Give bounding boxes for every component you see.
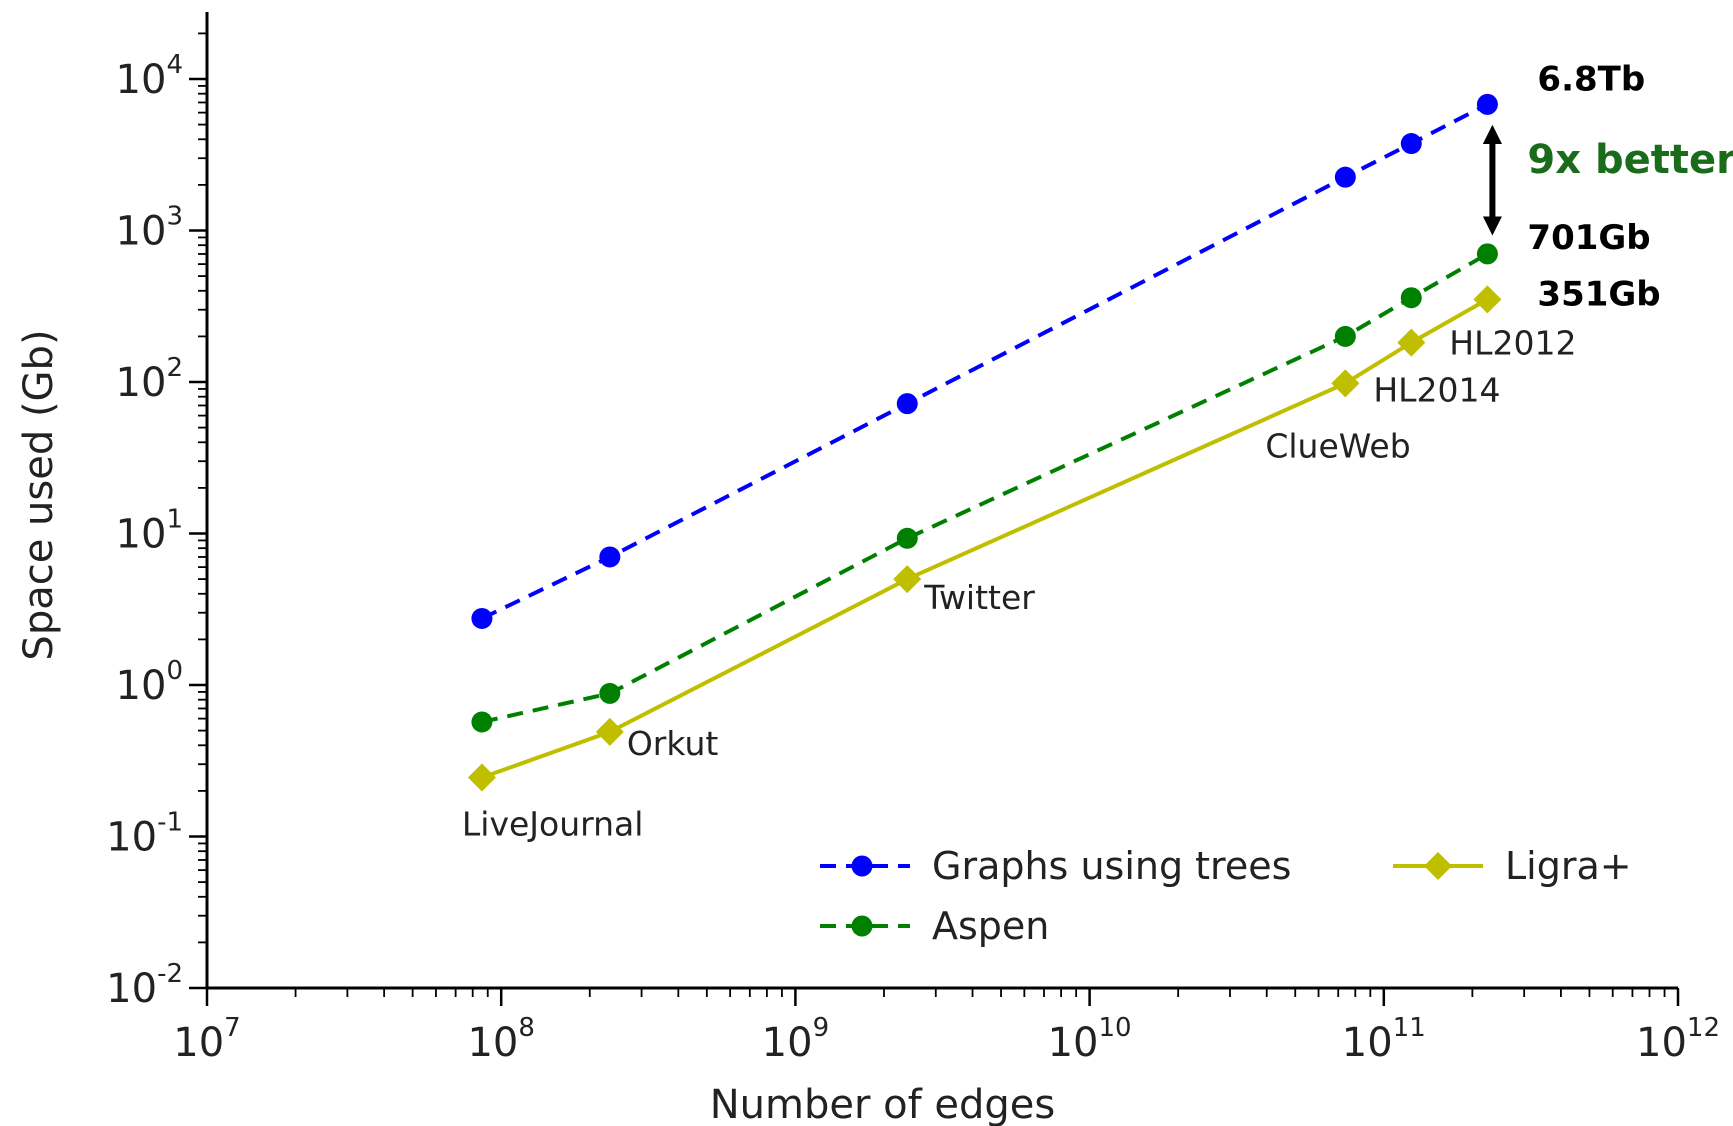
x-tick-exponent: 9 [813, 1013, 830, 1043]
y-tick-base: 10 [106, 966, 157, 1012]
data-point-diamond [595, 717, 624, 746]
data-point-circle [599, 546, 621, 568]
y-tick-label: 104 [116, 50, 183, 103]
y-tick-base: 10 [116, 512, 167, 558]
point-label: HL2014 [1373, 370, 1500, 409]
legend-label: Graphs using trees [932, 844, 1291, 888]
data-point-circle [471, 711, 493, 733]
data-point-circle [896, 527, 918, 549]
y-tick-label: 100 [116, 656, 183, 709]
x-tick-base: 10 [762, 1020, 813, 1066]
point-label: ClueWeb [1265, 426, 1410, 465]
x-tick-base: 10 [173, 1020, 224, 1066]
data-point-circle [599, 682, 621, 704]
x-tick-label: 1010 [1048, 1013, 1132, 1066]
legend-entry: Ligra+ [1393, 844, 1632, 888]
legend-entry: Graphs using trees [820, 844, 1291, 888]
point-label: Twitter [923, 578, 1035, 617]
y-tick-exponent: 4 [166, 50, 183, 80]
legend-label: Aspen [932, 904, 1049, 948]
y-tick-exponent: 3 [166, 202, 183, 232]
x-tick-label: 1012 [1636, 1013, 1720, 1066]
data-point-circle [1334, 325, 1356, 347]
data-point-circle [1400, 287, 1422, 309]
x-axis-title: Number of edges [710, 1082, 1056, 1126]
annotation-improvement: 9x better [1527, 137, 1733, 183]
y-tick-base: 10 [116, 360, 167, 406]
y-tick-base: 10 [116, 663, 167, 709]
x-tick-exponent: 12 [1687, 1013, 1720, 1043]
y-tick-label: 103 [116, 202, 183, 255]
legend-marker-circle [851, 855, 873, 877]
data-point-diamond [1331, 369, 1360, 398]
data-point-circle [896, 393, 918, 415]
series-aspen [471, 243, 1498, 733]
series-line [481, 297, 1489, 780]
legend-marker-circle [851, 915, 873, 937]
x-tick-base: 10 [467, 1020, 518, 1066]
point-labels: LiveJournal Orkut Twitter ClueWeb HL2014 HL20… [462, 324, 1577, 844]
annotation-ligra-end: 351Gb [1537, 274, 1660, 314]
y-tick-label: 10-1 [106, 808, 183, 861]
x-tick-label: 109 [762, 1013, 829, 1066]
series-layer [467, 93, 1502, 792]
x-tick-exponent: 8 [518, 1013, 535, 1043]
data-point-circle [1476, 243, 1498, 265]
x-tick-base: 10 [1636, 1020, 1687, 1066]
y-tick-exponent: -1 [157, 808, 183, 838]
y-tick-label: 102 [116, 353, 183, 406]
annotations: 6.8Tb 701Gb 351Gb 9x better [1482, 59, 1733, 314]
y-tick-exponent: 2 [166, 353, 183, 383]
x-tick-label: 108 [467, 1013, 534, 1066]
y-tick-base: 10 [116, 209, 167, 255]
series-line [481, 252, 1489, 724]
x-tick-base: 10 [1342, 1020, 1393, 1066]
data-point-circle [1334, 166, 1356, 188]
y-tick-base: 10 [106, 815, 157, 861]
y-axis-title: Space used (Gb) [16, 329, 62, 660]
data-point-circle [1476, 93, 1498, 115]
data-point-diamond [467, 763, 496, 792]
x-tick-base: 10 [1048, 1020, 1099, 1066]
y-tick-exponent: 0 [166, 656, 183, 686]
data-point-diamond [1473, 285, 1502, 314]
point-label: HL2012 [1449, 324, 1576, 363]
legend-entry: Aspen [820, 904, 1049, 948]
series-line [481, 102, 1489, 621]
series-graphs-using-trees [471, 93, 1498, 629]
series-ligra- [467, 285, 1502, 792]
x-tick-exponent: 10 [1099, 1013, 1132, 1043]
legend-marker-diamond [1424, 852, 1452, 880]
x-tick-exponent: 11 [1393, 1013, 1426, 1043]
data-point-circle [1400, 133, 1422, 155]
y-tick-exponent: -2 [157, 959, 183, 989]
axes: 107 108 109 1010 1011 101210-210-110010110210… [16, 12, 1720, 1126]
x-tick-label: 107 [173, 1013, 240, 1066]
point-label: Orkut [627, 724, 719, 763]
legend: Graphs using trees Aspen Ligra+ [820, 844, 1632, 948]
annotation-aspen-end: 701Gb [1527, 218, 1650, 258]
data-point-circle [471, 607, 493, 629]
x-tick-label: 1011 [1342, 1013, 1426, 1066]
data-point-diamond [893, 565, 922, 594]
y-tick-label: 10-2 [106, 959, 183, 1012]
y-tick-label: 101 [116, 505, 183, 558]
legend-label: Ligra+ [1505, 844, 1632, 888]
y-tick-exponent: 1 [166, 505, 183, 535]
y-tick-base: 10 [116, 57, 167, 103]
point-label: LiveJournal [462, 805, 644, 844]
data-point-diamond [1397, 328, 1426, 357]
x-tick-exponent: 7 [224, 1013, 241, 1043]
annotation-trees-end: 6.8Tb [1537, 59, 1645, 99]
